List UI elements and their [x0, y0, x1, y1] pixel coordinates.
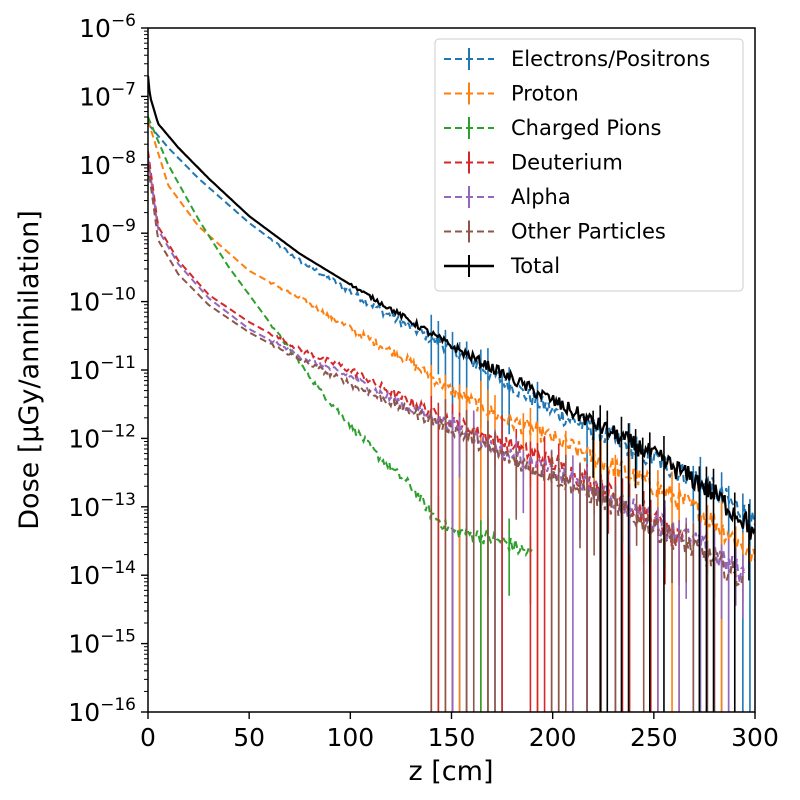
series-line-proton — [148, 120, 755, 564]
y-axis: 10−16 10−15 10−14 10−13 10−12 10−11 10−10 10−9 1… — [68, 11, 148, 727]
y-tick-label--12: 10−12 — [68, 421, 136, 453]
series-line-other-particles — [148, 164, 746, 587]
y-tick-label--8: 10−8 — [79, 148, 136, 180]
legend: Electrons/Positrons Proton Charged Pions De… — [434, 38, 744, 292]
legend-label-other-particles: Other Particles — [511, 220, 666, 244]
legend-item-electrons-positrons: Electrons/Positrons — [444, 47, 710, 71]
legend-item-alpha: Alpha — [444, 185, 571, 209]
legend-label-deuterium: Deuterium — [511, 151, 623, 175]
y-tick-label--16: 10−16 — [68, 695, 136, 727]
legend-box — [434, 38, 744, 292]
legend-item-other-particles: Other Particles — [444, 220, 666, 244]
legend-item-deuterium: Deuterium — [444, 151, 623, 175]
series-other-particles — [148, 164, 746, 712]
x-tick-label-300: 300 — [731, 723, 779, 752]
y-tick-label--15: 10−15 — [68, 627, 136, 659]
legend-item-total: Total — [444, 254, 560, 278]
y-tick-label--6: 10−6 — [79, 11, 136, 43]
y-tick-label--13: 10−13 — [68, 490, 136, 522]
x-axis-label: z [cm] — [409, 756, 494, 787]
x-tick-label-0: 0 — [140, 723, 156, 752]
legend-item-charged-pions: Charged Pions — [444, 116, 662, 140]
plot-area — [148, 75, 755, 712]
x-tick-label-50: 50 — [233, 723, 265, 752]
y-axis-label: Dose [µGy/annihilation] — [14, 210, 45, 529]
x-axis: 0 50 100 150 200 250 300 — [140, 712, 779, 752]
y-tick-label--9: 10−9 — [79, 216, 136, 248]
x-tick-label-100: 100 — [326, 723, 374, 752]
y-tick-label--11: 10−11 — [68, 353, 136, 385]
x-tick-label-250: 250 — [630, 723, 678, 752]
legend-label-charged-pions: Charged Pions — [511, 116, 662, 140]
legend-label-proton: Proton — [511, 82, 579, 106]
x-tick-label-150: 150 — [428, 723, 476, 752]
y-tick-label--10: 10−10 — [68, 285, 136, 317]
series-line-electrons-positrons — [148, 123, 755, 533]
y-tick-label--7: 10−7 — [79, 79, 136, 111]
series-line-charged-pions — [148, 116, 533, 558]
legend-label-electrons-positrons: Electrons/Positrons — [511, 47, 710, 71]
y-tick-label--14: 10−14 — [68, 558, 136, 590]
series-total — [148, 75, 755, 712]
legend-item-proton: Proton — [444, 82, 579, 106]
legend-label-total: Total — [510, 254, 560, 278]
x-tick-label-200: 200 — [529, 723, 577, 752]
legend-label-alpha: Alpha — [511, 185, 571, 209]
series-line-total — [148, 75, 755, 540]
